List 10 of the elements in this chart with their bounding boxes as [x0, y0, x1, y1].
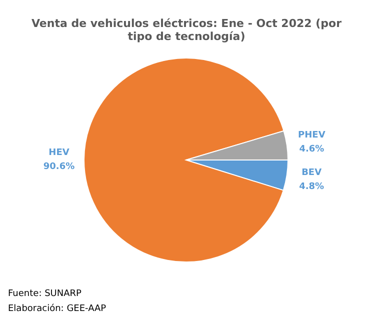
source-note: Fuente: SUNARP — [8, 289, 82, 299]
slice-label: BEV — [302, 168, 322, 178]
chart-title: Venta de vehiculos eléctricos: Ene - Oct 2022 (por tipo de tecnología) — [31, 17, 342, 43]
data-label: 90.6% — [43, 162, 75, 172]
pie-slice — [84, 58, 284, 262]
data-label: 4.6% — [299, 144, 324, 155]
slice-label: PHEV — [298, 130, 326, 141]
text: Elaboración: GEE-AAP — [8, 303, 107, 314]
slice-label: HEV — [48, 148, 70, 158]
data-label: 4.8% — [299, 182, 324, 192]
